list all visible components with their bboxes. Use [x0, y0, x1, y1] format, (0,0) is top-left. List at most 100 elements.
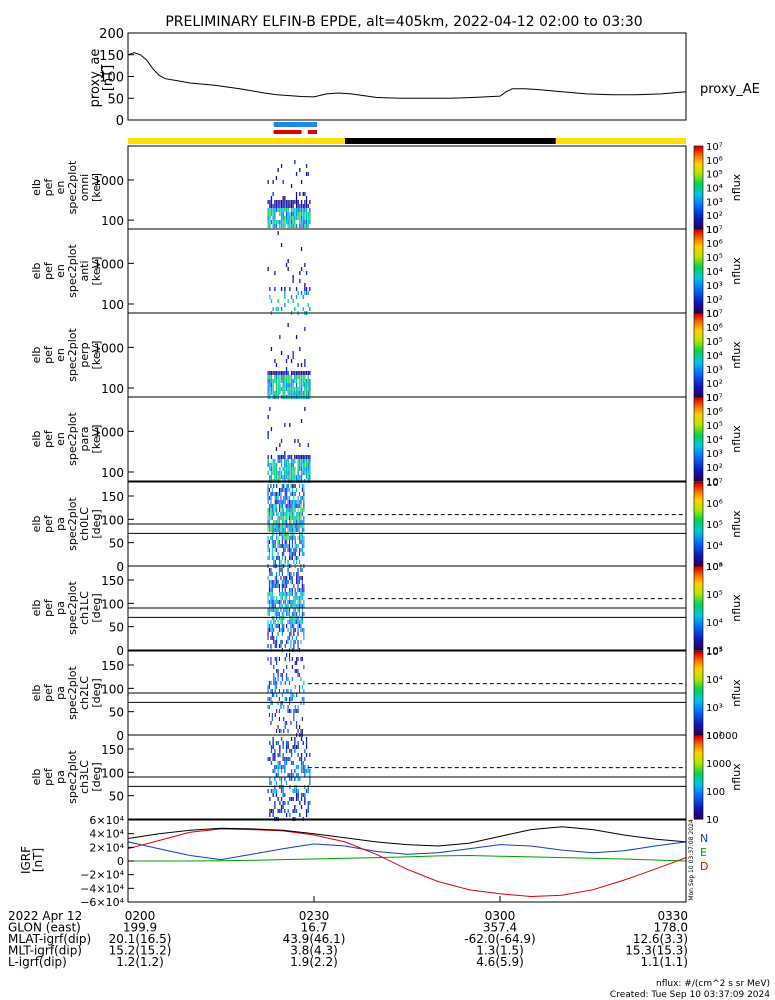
spectrogram-cell [287, 508, 289, 512]
ae-ylabel: [nT] [101, 65, 116, 91]
spectrogram-cell [274, 359, 276, 363]
spectrogram-cell [294, 387, 296, 391]
colorbar-cell [694, 241, 703, 245]
spectrogram-cell [302, 471, 304, 475]
spectrogram-cell [283, 669, 285, 673]
spectrogram-cell [280, 777, 283, 781]
spectrogram-cell [274, 208, 276, 212]
spectrogram-cell [280, 705, 282, 709]
spec-ylabel: ch1LC [78, 591, 91, 625]
spectrogram-cell [309, 459, 311, 463]
spectrogram-cell [270, 761, 273, 765]
colorbar-tick-label: 10² [706, 379, 723, 390]
spectrogram-cell [280, 212, 283, 216]
spectrogram-cell [270, 628, 272, 632]
spectrogram-cell [294, 789, 296, 793]
spectrogram-cell [297, 363, 299, 367]
colorbar-cell [694, 202, 703, 205]
spec-ytick-label: 100 [101, 298, 124, 312]
spectrogram-cell [270, 200, 273, 204]
colorbar-cell [694, 783, 703, 786]
spectrogram-cell [302, 371, 304, 375]
spectrogram-cell [286, 484, 288, 488]
spectrogram-cell [290, 532, 292, 536]
spectrogram-cell [296, 592, 298, 596]
spectrogram-cell [296, 693, 298, 697]
spectrogram-cell [268, 524, 270, 528]
spectrogram-cell [295, 375, 298, 379]
colorbar-cell [694, 250, 703, 253]
spectrogram-cell [292, 224, 294, 228]
spectrogram-cell [290, 359, 293, 363]
spectrogram-cell [293, 520, 295, 524]
spectrogram-cell [278, 524, 280, 528]
spectrogram-cell [294, 224, 296, 228]
spectrogram-cell [275, 307, 278, 311]
spectrogram-cell [284, 576, 286, 580]
spectrogram-cell [301, 604, 303, 608]
colorbar-cell [694, 386, 703, 390]
spectrogram-cell [276, 681, 278, 685]
spectrogram-cell [270, 379, 273, 383]
spectrogram-cell [276, 496, 278, 500]
spectrogram-cell [302, 383, 304, 387]
spectrogram-cell [290, 512, 292, 516]
spectrogram-cell [302, 212, 304, 216]
spectrogram-cell [294, 741, 296, 745]
spectrogram-cell [273, 636, 275, 640]
colorbar-cell [694, 676, 703, 679]
spectrogram-cell [304, 216, 306, 220]
spectrogram-cell [277, 769, 279, 773]
spectrogram-cell [287, 463, 289, 467]
colorbar-tick-label: 10 [706, 477, 719, 488]
spectrogram-cell [274, 528, 276, 532]
spectrogram-cell [279, 753, 281, 757]
spectrogram-cell [293, 693, 295, 697]
spectrogram-cell [297, 496, 299, 500]
spectrogram-cell [276, 669, 278, 673]
spectrogram-cell [300, 208, 303, 212]
colorbar-cell [694, 342, 703, 345]
spectrogram-cell [291, 697, 293, 701]
spectrogram-cell [296, 661, 298, 665]
spectrogram-cell [268, 608, 270, 612]
colorbar-label: nflux [730, 594, 743, 622]
spectrogram-cell [292, 351, 294, 355]
spectrogram-cell [305, 467, 308, 471]
colorbar-cell [694, 204, 703, 207]
spectrogram-cell [277, 492, 279, 496]
spectrogram-cell [284, 540, 286, 544]
colorbar-cell [694, 620, 703, 624]
colorbar-cell [694, 711, 703, 715]
spectrogram-cell [291, 540, 293, 544]
spectrogram-cell [289, 387, 291, 391]
spectrogram-cell [300, 769, 303, 773]
spectrogram-cell [289, 528, 291, 532]
colorbar-cell [694, 793, 703, 797]
spec-ytick-label: 100 [101, 466, 124, 480]
spectrogram-cell [300, 532, 302, 536]
spectrogram-cell [301, 524, 303, 528]
spectrogram-cell [301, 588, 303, 592]
spectrogram-cell [300, 512, 302, 516]
colorbar-cell [694, 810, 703, 814]
colorbar-cell [694, 540, 703, 544]
spectrogram-cell [280, 200, 283, 204]
spectrogram-cell [286, 624, 288, 628]
ephemeris-value: 43.9(46.1) [283, 932, 346, 946]
spectrogram-cell [281, 693, 283, 697]
spectrogram-cell [283, 624, 285, 628]
spectrogram-cell [287, 355, 289, 359]
colorbar-cell [694, 709, 703, 713]
spectrogram-cell [272, 387, 274, 391]
spectrogram-cell [269, 391, 271, 395]
spectrogram-cell [285, 216, 288, 220]
spectrogram-cell [268, 552, 270, 556]
spectrogram-cell [292, 797, 294, 801]
spectrogram-cell [277, 375, 279, 379]
colorbar-cell [694, 264, 703, 268]
spec-ytick-label: 1000 [93, 174, 124, 188]
colorbar-cell [694, 643, 703, 647]
spectrogram-cell [270, 661, 272, 665]
spectrogram-cell [303, 484, 305, 488]
